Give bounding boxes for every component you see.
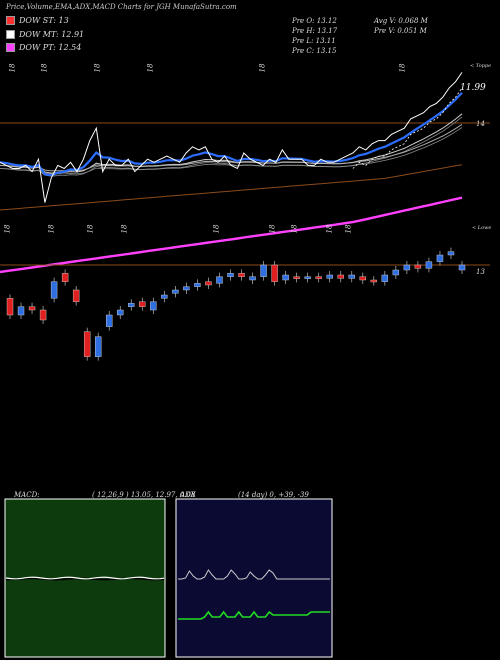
legend-swatch-st bbox=[6, 16, 15, 25]
date-label: 18 bbox=[47, 224, 56, 234]
price-chart bbox=[0, 72, 490, 361]
pink-trend-line bbox=[0, 196, 463, 274]
legend-label-pt: DOW PT: 12.54 bbox=[19, 43, 82, 52]
close-price-line bbox=[0, 72, 463, 203]
legend-swatch-pt bbox=[6, 43, 15, 52]
legend-label-mt: DOW MT: 12.91 bbox=[19, 30, 85, 39]
candle-body bbox=[326, 274, 333, 279]
macd-signal-line bbox=[5, 577, 165, 581]
tick-label-14: 14 bbox=[476, 120, 485, 128]
chart-title: Price,Volume,EMA,ADX,MACD Charts for JGH… bbox=[6, 3, 237, 11]
candle-body bbox=[359, 276, 366, 281]
date-label: 18 bbox=[40, 63, 49, 73]
adx-values: (14 day) 0, +39, -39 bbox=[238, 491, 309, 499]
candle-body bbox=[28, 306, 36, 311]
candle-body bbox=[183, 286, 190, 291]
date-label: 18 bbox=[120, 224, 129, 234]
candle-body bbox=[94, 336, 102, 357]
date-label: 18 bbox=[146, 63, 155, 73]
candle-body bbox=[304, 276, 311, 279]
candle-body bbox=[458, 264, 466, 271]
macd-panel-frame bbox=[4, 498, 166, 658]
candle-body bbox=[50, 281, 58, 299]
annotation-toppe: < Toppe bbox=[470, 63, 492, 69]
ema-long-line bbox=[0, 164, 463, 211]
candle-body bbox=[370, 279, 378, 283]
candle-body bbox=[348, 274, 355, 279]
macd-label: MACD: bbox=[14, 491, 40, 499]
date-label: 18 bbox=[344, 224, 353, 234]
projection-line bbox=[352, 87, 463, 169]
candle-body bbox=[227, 273, 234, 277]
candle-body bbox=[238, 273, 245, 277]
legend-dow-mt: DOW MT: 12.91 bbox=[6, 29, 84, 40]
date-label: 18 bbox=[86, 224, 95, 234]
candle-body bbox=[194, 283, 201, 287]
date-label: 18 bbox=[93, 63, 102, 73]
adx-panel-frame bbox=[175, 498, 333, 658]
candle-body bbox=[17, 306, 25, 316]
date-label: 18 bbox=[212, 224, 221, 234]
candle-body bbox=[249, 276, 256, 281]
candle-body bbox=[128, 303, 135, 307]
candle-body bbox=[447, 251, 455, 256]
candle-body bbox=[216, 276, 223, 284]
candle-body bbox=[392, 269, 400, 276]
date-label: 18 bbox=[3, 224, 12, 234]
candle-body bbox=[172, 289, 179, 294]
tick-label-13: 13 bbox=[476, 268, 485, 276]
candle-body bbox=[271, 264, 278, 282]
stat-pre-high: Pre H: 13.17 bbox=[292, 27, 338, 35]
candle-body bbox=[403, 264, 411, 271]
candle-body bbox=[260, 264, 267, 277]
date-label: 18 bbox=[398, 63, 407, 73]
annotation-lowe: < Lowe bbox=[472, 225, 492, 231]
adx-line bbox=[178, 569, 330, 580]
legend-swatch-mt bbox=[6, 30, 15, 39]
candle-body bbox=[106, 314, 113, 327]
macd-line bbox=[5, 576, 165, 580]
candle-body bbox=[61, 273, 69, 282]
price-label-1199: 11.99 bbox=[460, 83, 486, 93]
date-label: 18 bbox=[8, 63, 17, 73]
legend-dow-st: DOW ST: 13 bbox=[6, 15, 69, 26]
ema-mid-line-lower bbox=[0, 116, 463, 177]
stat-pre-open: Pre O: 13.12 bbox=[292, 17, 337, 25]
candle-body bbox=[315, 276, 322, 279]
candle-body bbox=[83, 331, 91, 357]
candle-body bbox=[381, 274, 389, 282]
stat-pre-volume: Pre V: 0.051 M bbox=[374, 27, 427, 35]
ema-slow-line-lower bbox=[0, 127, 463, 175]
stat-pre-close: Pre C: 13.15 bbox=[292, 47, 337, 55]
candle-body bbox=[293, 276, 300, 279]
stat-avg-volume: Avg V: 0.068 M bbox=[374, 17, 428, 25]
legend-dow-pt: DOW PT: 12.54 bbox=[6, 42, 81, 53]
date-label: 18 bbox=[325, 224, 334, 234]
date-label: 18 bbox=[268, 224, 277, 234]
candle-body bbox=[337, 274, 344, 279]
macd-values: ( 12,26,9 ) 13.05, 12.97, 0.08 bbox=[92, 491, 196, 499]
candle-body bbox=[6, 298, 14, 316]
date-label: 18 bbox=[290, 224, 299, 234]
candle-body bbox=[161, 294, 168, 299]
adx-plus-di-line bbox=[178, 610, 330, 620]
ema-fast-line bbox=[0, 91, 463, 177]
date-label: 18 bbox=[258, 63, 267, 73]
candle-body bbox=[117, 309, 124, 316]
stat-pre-low: Pre L: 13.11 bbox=[292, 37, 336, 45]
candle-body bbox=[139, 301, 146, 307]
candle-body bbox=[425, 261, 433, 269]
candle-body bbox=[72, 289, 80, 302]
candle-body bbox=[39, 309, 47, 321]
candle-body bbox=[205, 281, 212, 286]
candle-body bbox=[414, 264, 422, 269]
candle-body bbox=[150, 301, 157, 311]
legend-label-st: DOW ST: 13 bbox=[19, 16, 69, 25]
adx-label: ADX bbox=[180, 491, 196, 499]
candle-body bbox=[436, 254, 444, 262]
candle-body bbox=[282, 274, 289, 281]
